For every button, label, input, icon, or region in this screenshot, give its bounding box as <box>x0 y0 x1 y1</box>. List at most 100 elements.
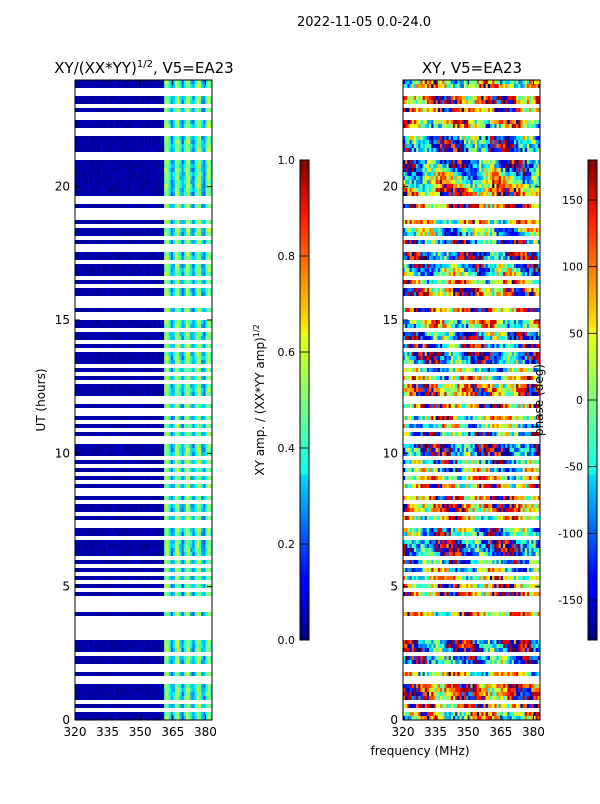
heat-cell <box>164 108 167 113</box>
heat-cell <box>96 516 100 521</box>
heat-cell <box>151 584 154 589</box>
heat-cell <box>109 484 113 489</box>
heat-cell <box>101 204 104 209</box>
heat-cell <box>83 108 87 113</box>
heat-cell <box>181 656 185 661</box>
heat-cell <box>133 332 137 337</box>
heat-cell <box>153 308 156 313</box>
heat-cell <box>209 344 212 349</box>
heat-cell <box>92 280 95 285</box>
heat-cell <box>188 144 191 149</box>
heat-cell <box>177 192 180 197</box>
heat-cell <box>148 96 152 101</box>
heat-cell <box>192 528 195 533</box>
heat-cell <box>198 320 202 325</box>
heat-cell <box>153 168 156 173</box>
heat-cell <box>170 100 174 105</box>
heat-cell <box>75 392 78 397</box>
heat-cell <box>129 468 132 473</box>
heat-cell <box>129 136 132 141</box>
heat-cell <box>135 532 139 537</box>
heat-cell <box>127 320 130 325</box>
heat-cell <box>129 460 132 465</box>
heat-cell <box>190 140 193 145</box>
heat-cell <box>120 592 124 597</box>
heat-cell <box>133 168 137 173</box>
heat-cell <box>90 384 93 389</box>
heat-cell <box>175 108 178 113</box>
heat-cell <box>155 164 158 169</box>
heat-cell <box>194 352 198 357</box>
heat-cell <box>179 176 182 181</box>
heat-cell <box>129 176 132 181</box>
heat-cell <box>207 424 211 429</box>
heat-cell <box>166 460 169 465</box>
heat-cell <box>133 148 137 153</box>
heat-cell <box>190 424 193 429</box>
heat-cell <box>192 144 195 149</box>
heat-cell <box>168 264 171 269</box>
heat-cell <box>114 352 117 357</box>
heat-cell <box>205 648 208 653</box>
heat-cell <box>190 392 193 397</box>
heat-cell <box>201 192 204 197</box>
heat-cell <box>107 292 111 297</box>
heat-cell <box>114 324 117 329</box>
heat-cell <box>114 356 117 361</box>
heat-cell <box>203 432 206 437</box>
heat-cell <box>151 384 154 389</box>
heat-cell <box>127 100 130 105</box>
heat-cell <box>170 336 174 341</box>
heat-cell <box>185 356 189 361</box>
heat-cell <box>75 360 78 365</box>
heat-cell <box>94 192 98 197</box>
heat-cell <box>79 240 82 245</box>
heat-cell <box>94 140 98 145</box>
heat-cell <box>148 220 152 225</box>
heat-cell <box>103 356 106 361</box>
heat-cell <box>196 544 200 549</box>
heat-cell <box>77 136 80 141</box>
heat-cell <box>142 320 145 325</box>
heat-cell <box>205 280 208 285</box>
heat-cell <box>207 560 211 565</box>
heat-cell <box>140 204 143 209</box>
heat-cell <box>103 240 106 245</box>
heat-cell <box>133 460 137 465</box>
heat-cell <box>207 468 211 473</box>
heat-cell <box>77 552 80 557</box>
heat-cell <box>127 268 130 273</box>
heat-cell <box>79 460 82 465</box>
heat-cell <box>98 384 102 389</box>
heat-cell <box>203 544 206 549</box>
heat-cell <box>98 140 102 145</box>
heat-cell <box>207 568 211 573</box>
heat-cell <box>96 228 100 233</box>
heat-cell <box>183 644 187 649</box>
heat-cell <box>101 548 104 553</box>
heat-cell <box>120 180 124 185</box>
heat-cell <box>175 612 178 617</box>
heat-cell <box>75 268 78 273</box>
heat-cell <box>179 192 182 197</box>
heat-cell <box>155 332 158 337</box>
heat-cell <box>144 124 148 129</box>
heat-cell <box>96 448 100 453</box>
heat-cell <box>153 280 156 285</box>
heat-cell <box>151 392 154 397</box>
heat-cell <box>188 140 191 145</box>
heat-cell <box>135 100 139 105</box>
heat-cell <box>81 388 84 393</box>
heat-cell <box>140 484 143 489</box>
heat-cell <box>155 356 158 361</box>
heat-cell <box>129 376 132 381</box>
heat-cell <box>207 232 211 237</box>
heat-cell <box>103 392 106 397</box>
heat-cell <box>190 592 193 597</box>
heat-cell <box>135 344 139 349</box>
heat-cell <box>166 432 169 437</box>
heat-cell <box>111 576 115 581</box>
heat-cell <box>155 376 158 381</box>
heat-cell <box>159 468 163 473</box>
heat-cell <box>161 320 165 325</box>
